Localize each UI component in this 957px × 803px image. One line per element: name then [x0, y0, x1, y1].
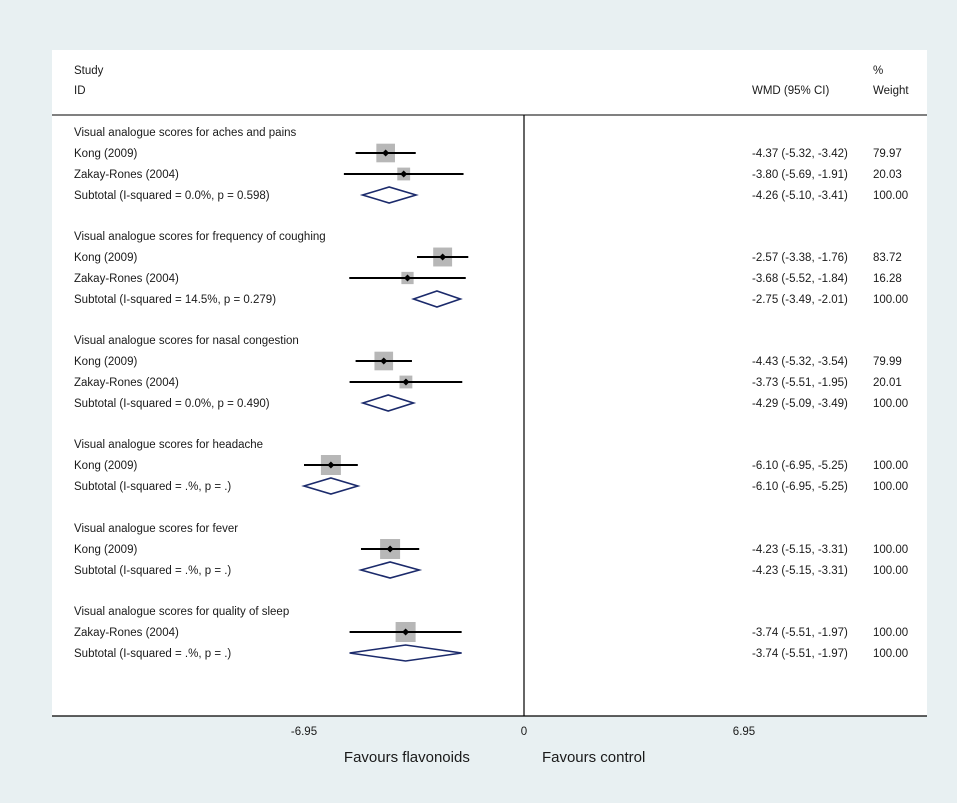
- subtotal-ci: -4.26 (-5.10, -3.41): [752, 190, 848, 202]
- subtotal-weight: 100.00: [873, 398, 908, 410]
- subtotal-ci: -2.75 (-3.49, -2.01): [752, 294, 848, 306]
- header-id: ID: [74, 85, 86, 97]
- group-title: Visual analogue scores for aches and pai…: [74, 127, 297, 139]
- study-name: Kong (2009): [74, 356, 137, 368]
- study-ci: -3.80 (-5.69, -1.91): [752, 169, 848, 181]
- subtotal-weight: 100.00: [873, 294, 908, 306]
- study-ci: -4.37 (-5.32, -3.42): [752, 148, 848, 160]
- forest-plot: Study ID WMD (95% CI)% Weight Visual analogu…: [52, 65, 927, 716]
- subtotal-diamond: [349, 644, 462, 662]
- point-estimate: [380, 357, 388, 365]
- header-study: Study: [74, 65, 104, 77]
- subtotal-ci: -6.10 (-6.95, -5.25): [752, 481, 848, 493]
- study-name: Zakay-Rones (2004): [74, 377, 179, 389]
- group-title: Visual analogue scores for headache: [74, 439, 263, 451]
- study-ci: -4.43 (-5.32, -3.54): [752, 356, 848, 368]
- study-weight: 100.00: [873, 627, 908, 639]
- study-ci: -3.73 (-5.51, -1.95): [752, 377, 848, 389]
- subtotal-weight: 100.00: [873, 190, 908, 202]
- figure-frame: Study ID WMD (95% CI)% Weight Visual analogu…: [14, 12, 942, 792]
- subtotal-ci: -4.23 (-5.15, -3.31): [752, 565, 848, 577]
- subtotal-label: Subtotal (I-squared = 0.0%, p = 0.490): [74, 398, 270, 410]
- study-weight: 79.99: [873, 356, 902, 368]
- header-effect: WMD (95% CI): [752, 85, 829, 97]
- header-percent: %: [873, 65, 883, 77]
- study-ci: -3.68 (-5.52, -1.84): [752, 273, 848, 285]
- study-ci: -6.10 (-6.95, -5.25): [752, 460, 848, 472]
- study-weight: 100.00: [873, 544, 908, 556]
- study-ci: -2.57 (-3.38, -1.76): [752, 252, 848, 264]
- point-estimate: [386, 545, 394, 553]
- subtotal-label: Subtotal (I-squared = 14.5%, p = 0.279): [74, 294, 276, 306]
- study-name: Zakay-Rones (2004): [74, 169, 179, 181]
- subtotal-label: Subtotal (I-squared = .%, p = .): [74, 565, 231, 577]
- study-weight: 20.03: [873, 169, 902, 181]
- point-estimate: [402, 628, 410, 636]
- study-ci: -4.23 (-5.15, -3.31): [752, 544, 848, 556]
- favours-right-label: Favours control: [542, 749, 645, 766]
- header-weight: Weight: [873, 85, 909, 97]
- subtotal-ci: -4.29 (-5.09, -3.49): [752, 398, 848, 410]
- forest-plot-panel: Study ID WMD (95% CI)% Weight Visual analogu…: [52, 50, 927, 716]
- x-tick-label: 0: [521, 726, 527, 738]
- subtotal-label: Subtotal (I-squared = .%, p = .): [74, 648, 231, 660]
- study-weight: 83.72: [873, 252, 902, 264]
- subtotal-diamond: [359, 186, 419, 204]
- subtotal-diamond: [411, 290, 463, 308]
- study-name: Kong (2009): [74, 460, 137, 472]
- subtotal-ci: -3.74 (-5.51, -1.97): [752, 648, 848, 660]
- point-estimate: [382, 149, 390, 157]
- subtotal-diamond: [357, 561, 423, 579]
- subtotal-weight: 100.00: [873, 648, 908, 660]
- subtotal-weight: 100.00: [873, 481, 908, 493]
- point-estimate: [400, 170, 408, 178]
- study-name: Kong (2009): [74, 252, 137, 264]
- point-estimate: [439, 253, 447, 261]
- group-title: Visual analogue scores for nasal congest…: [74, 335, 299, 347]
- subtotal-weight: 100.00: [873, 565, 908, 577]
- group-title: Visual analogue scores for fever: [74, 523, 238, 535]
- study-weight: 79.97: [873, 148, 902, 160]
- subtotal-diamond: [360, 394, 417, 412]
- favours-left-label: Favours flavonoids: [344, 749, 470, 766]
- study-ci: -3.74 (-5.51, -1.97): [752, 627, 848, 639]
- subtotal-diamond: [301, 477, 361, 495]
- study-name: Kong (2009): [74, 544, 137, 556]
- study-weight: 20.01: [873, 377, 902, 389]
- group-title: Visual analogue scores for frequency of …: [74, 231, 326, 243]
- x-tick-label: -6.95: [291, 726, 317, 738]
- x-tick-label: 6.95: [733, 726, 755, 738]
- study-weight: 16.28: [873, 273, 902, 285]
- point-estimate: [404, 274, 412, 282]
- study-name: Zakay-Rones (2004): [74, 627, 179, 639]
- study-name: Zakay-Rones (2004): [74, 273, 179, 285]
- subtotal-label: Subtotal (I-squared = .%, p = .): [74, 481, 231, 493]
- study-name: Kong (2009): [74, 148, 137, 160]
- group-title: Visual analogue scores for quality of sl…: [74, 606, 289, 618]
- subtotal-label: Subtotal (I-squared = 0.0%, p = 0.598): [74, 190, 270, 202]
- study-weight: 100.00: [873, 460, 908, 472]
- point-estimate: [327, 461, 335, 469]
- point-estimate: [402, 378, 410, 386]
